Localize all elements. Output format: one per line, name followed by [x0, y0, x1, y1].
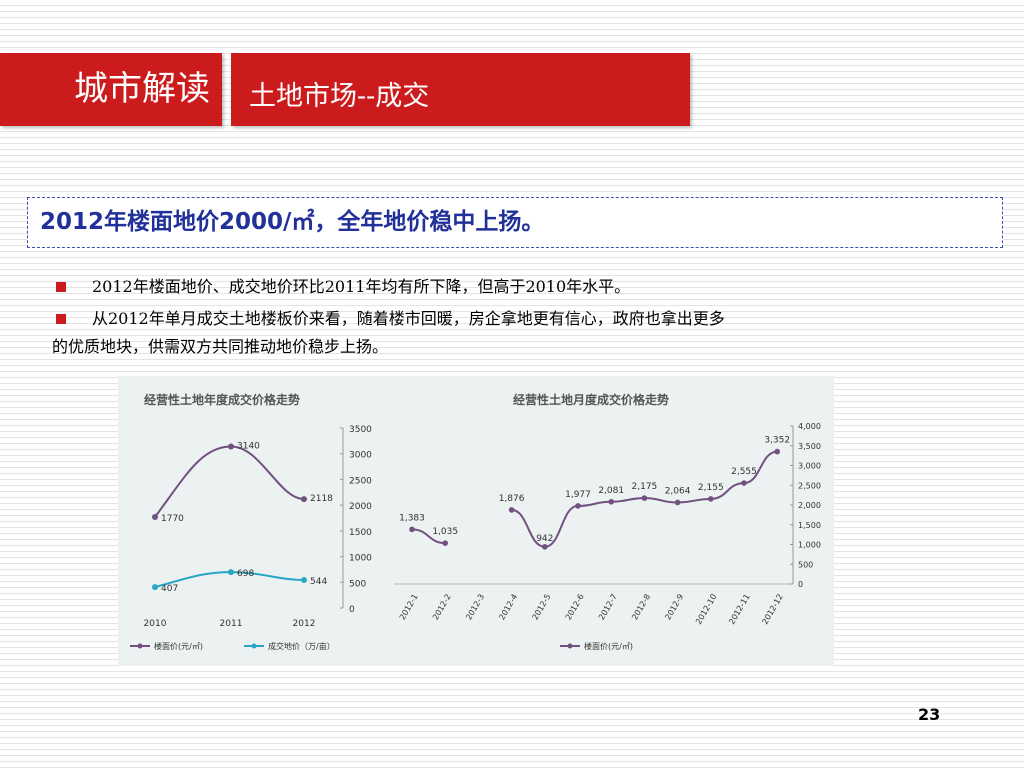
x-tick-label: 2012-11: [727, 593, 752, 626]
data-label: 3140: [237, 442, 260, 452]
legend-marker: [137, 643, 143, 649]
y-tick-label: 2,500: [798, 481, 821, 490]
data-point: [228, 443, 234, 450]
x-tick-label: 2012-1: [398, 593, 420, 622]
bullet-square-icon: [56, 282, 66, 292]
legend-label: 楼面价(元/㎡): [154, 641, 203, 651]
data-label: 544: [310, 577, 327, 587]
legend-marker: [251, 643, 257, 649]
x-tick-label: 2012-10: [694, 593, 719, 626]
data-point: [674, 499, 681, 506]
data-label: 1,383: [399, 513, 425, 523]
x-tick-label: 2012-2: [431, 593, 453, 622]
x-tick-label: 2012-7: [597, 593, 619, 622]
page-number: 23: [918, 705, 941, 724]
data-label: 2,155: [698, 483, 724, 493]
x-tick-label: 2012-3: [464, 593, 486, 622]
data-label: 2118: [310, 494, 333, 504]
bullet-text: 从2012年单月成交土地楼板价来看，随着楼市回暖，房企拿地更有信心，政府也拿出更…: [92, 309, 725, 328]
x-tick-label: 2012-8: [630, 593, 652, 622]
x-tick-label: 2011: [220, 619, 243, 629]
data-point: [152, 513, 158, 520]
chart-title: 经营性土地月度成交价格走势: [513, 392, 669, 407]
data-point: [409, 526, 415, 533]
data-label: 1,977: [565, 490, 591, 500]
y-tick-label: 3,500: [798, 442, 821, 451]
bullet-square-icon: [56, 314, 66, 324]
y-tick-label: 1000: [349, 554, 372, 564]
y-tick-label: 0: [349, 605, 355, 615]
data-point: [301, 577, 307, 584]
data-point: [608, 499, 614, 505]
series-line: [154, 445, 305, 518]
y-tick-label: 2,000: [798, 501, 821, 510]
series-line: [411, 528, 446, 545]
x-tick-label: 2012-6: [564, 593, 586, 622]
y-tick-label: 1500: [349, 528, 372, 538]
y-tick-label: 3,000: [798, 462, 821, 471]
data-label: 2,555: [731, 467, 757, 477]
data-point: [442, 540, 449, 546]
bullet-text: 2012年楼面地价、成交地价环比2011年均有所下降，但高于2010年水平。: [92, 277, 631, 296]
topic-title: 土地市场--成交: [231, 53, 690, 126]
data-label: 1,035: [432, 527, 458, 537]
y-tick-label: 3000: [349, 451, 372, 461]
data-label: 407: [161, 584, 178, 594]
y-tick-label: 1,500: [798, 521, 821, 530]
x-tick-label: 2012: [293, 619, 316, 629]
y-tick-label: 3500: [349, 425, 372, 435]
y-tick-label: 1,000: [798, 541, 821, 550]
section-title: 城市解读: [0, 53, 222, 126]
legend-marker: [567, 643, 573, 649]
y-tick-label: 500: [798, 560, 813, 569]
chart-title: 经营性土地年度成交价格走势: [144, 392, 300, 407]
x-tick-label: 2012-5: [531, 593, 553, 622]
bullet-item: 2012年楼面地价、成交地价环比2011年均有所下降，但高于2010年水平。: [56, 273, 996, 301]
data-label: 698: [237, 569, 254, 579]
x-tick-label: 2012-9: [663, 593, 685, 622]
x-tick-label: 2012-4: [497, 593, 519, 622]
bullet-continuation: 的优质地块，供需双方共同推动地价稳步上扬。: [52, 337, 389, 356]
data-label: 2,175: [632, 482, 658, 492]
y-tick-label: 500: [349, 579, 366, 589]
data-point: [641, 495, 648, 501]
x-tick-label: 2012-12: [760, 593, 785, 626]
x-tick-label: 2010: [144, 619, 167, 629]
data-point: [228, 569, 234, 576]
data-point: [301, 496, 307, 503]
data-point: [774, 448, 780, 455]
data-point: [741, 480, 747, 486]
legend-label: 成交地价（万/亩）: [268, 641, 335, 651]
data-label: 2,064: [665, 486, 691, 496]
data-label: 1,876: [499, 494, 525, 504]
charts-svg: 经营性土地年度成交价格走势 0 500 1000 1500 2000 2500 3000 350…: [130, 392, 821, 651]
data-label: 1770: [161, 514, 184, 524]
y-tick-label: 0: [798, 580, 803, 589]
y-tick-label: 2000: [349, 502, 372, 512]
data-label: 3,352: [764, 436, 790, 446]
headline-banner: 2012年楼面地价2000/㎡，全年地价稳中上扬。: [27, 197, 1003, 248]
data-point: [542, 543, 548, 550]
y-tick-label: 2500: [349, 476, 372, 486]
data-label: 2,081: [598, 486, 624, 496]
legend-label: 楼面价(元/㎡): [584, 641, 633, 651]
y-tick-label: 4,000: [798, 422, 821, 431]
data-point: [708, 496, 714, 502]
data-point: [575, 503, 581, 509]
chart-panel: 经营性土地年度成交价格走势 0 500 1000 1500 2000 2500 3000 350…: [118, 376, 834, 666]
data-point: [152, 584, 158, 591]
data-point: [508, 507, 515, 513]
bullet-item: 从2012年单月成交土地楼板价来看，随着楼市回暖，房企拿地更有信心，政府也拿出更…: [56, 305, 996, 333]
data-label: 942: [536, 534, 553, 544]
